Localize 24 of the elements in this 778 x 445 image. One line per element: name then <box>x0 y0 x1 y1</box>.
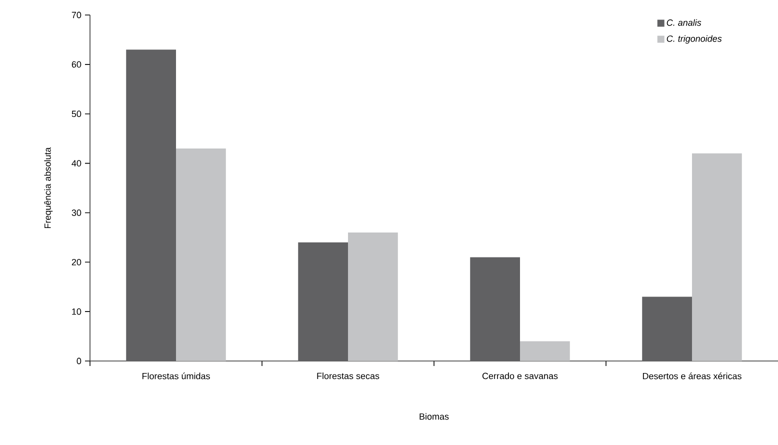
x-tick-label: Florestas úmidas <box>142 372 210 380</box>
x-tick-label: Florestas secas <box>317 372 380 380</box>
bar <box>126 50 176 361</box>
bar <box>470 257 520 361</box>
y-tick-label: 30 <box>72 210 82 216</box>
x-axis-title: Biomas <box>420 413 449 420</box>
bar <box>348 232 398 361</box>
bar <box>642 296 692 361</box>
y-tick-label: 10 <box>72 308 82 315</box>
x-tick-label: Desertos e áreas xéricas <box>642 372 742 380</box>
y-tick-label: 70 <box>72 12 82 18</box>
y-tick-label: 50 <box>72 110 82 118</box>
y-tick-label: 20 <box>72 258 82 266</box>
bar <box>692 153 742 361</box>
y-tick-label: 60 <box>72 61 82 68</box>
bar <box>298 242 348 361</box>
y-axis-title: Frequência absoluta <box>44 147 53 228</box>
x-tick-label: Cerrado e savanas <box>482 372 558 380</box>
y-tick-label: 0 <box>76 358 82 364</box>
bar <box>520 341 570 361</box>
legend-label: C. analis <box>666 19 702 26</box>
y-tick-label: 40 <box>72 160 82 166</box>
legend-label: C. trigonoides <box>666 35 722 44</box>
bar <box>176 148 226 361</box>
